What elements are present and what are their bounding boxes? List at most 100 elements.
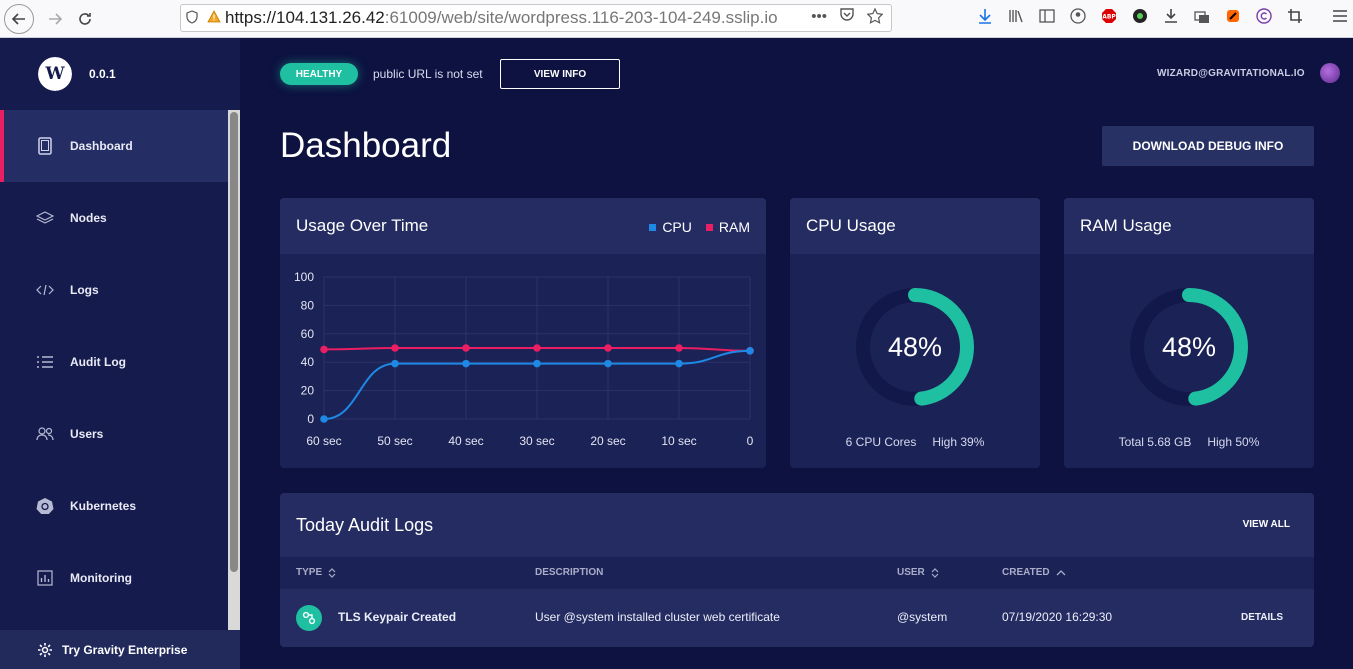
row-user: @system xyxy=(897,610,948,624)
ram-percent: 48% xyxy=(1161,331,1217,362)
address-bar[interactable]: https://104.131.26.42:61009/web/site/wor… xyxy=(180,4,892,32)
app-version: 0.0.1 xyxy=(89,67,116,81)
x-tick-label: 30 sec xyxy=(519,434,554,448)
sidebar-item-label: Users xyxy=(70,427,104,441)
legend-ram: RAM xyxy=(705,219,750,235)
sidebar-item-audit-log[interactable]: Audit Log xyxy=(0,326,240,398)
sidebar-item-nodes[interactable]: Nodes xyxy=(0,182,240,254)
ram-card-title: RAM Usage xyxy=(1064,198,1314,254)
table-row: TLS Keypair Created User @system install… xyxy=(280,589,1314,647)
audit-table-header: TYPE DESCRIPTION USER CREATED xyxy=(280,557,1314,589)
ram-data-point xyxy=(604,344,612,352)
sidebar-item-users[interactable]: Users xyxy=(0,398,240,470)
x-tick-label: 60 sec xyxy=(306,434,341,448)
column-type[interactable]: TYPE xyxy=(296,567,336,578)
legend-cpu: CPU xyxy=(649,219,692,235)
column-description-label: DESCRIPTION xyxy=(535,567,604,578)
avatar[interactable] xyxy=(1320,63,1340,83)
menu-icon[interactable] xyxy=(1330,6,1350,26)
scrollbar-thumb[interactable] xyxy=(230,112,238,572)
link-extension-icon[interactable] xyxy=(1223,6,1243,26)
account-icon[interactable] xyxy=(1068,6,1088,26)
shield-icon[interactable] xyxy=(181,9,203,27)
cpu-data-point xyxy=(675,359,683,368)
legend-cpu-swatch xyxy=(649,223,657,231)
column-created[interactable]: CREATED xyxy=(1002,567,1066,578)
forward-button[interactable] xyxy=(40,4,70,34)
list-icon xyxy=(36,353,54,371)
status-badge: HEALTHY xyxy=(280,63,358,85)
svg-text:ABP: ABP xyxy=(1102,14,1116,21)
browser-toolbar: https://104.131.26.42:61009/web/site/wor… xyxy=(0,0,1353,38)
sort-icon xyxy=(931,567,939,578)
extension-globe-icon[interactable] xyxy=(1130,6,1150,26)
details-link[interactable]: DETAILS xyxy=(1241,612,1284,623)
cpu-data-point xyxy=(462,359,470,368)
download-icon[interactable] xyxy=(975,6,995,26)
column-created-label: CREATED xyxy=(1002,567,1050,578)
column-type-label: TYPE xyxy=(296,567,323,578)
ram-gauge: 48% xyxy=(1128,286,1250,408)
sidebar-item-kubernetes[interactable]: Kubernetes xyxy=(0,470,240,542)
url-path: :61009/web/site/wordpress.116-203-104-24… xyxy=(384,8,778,27)
sidebar-item-label: Audit Log xyxy=(70,355,126,369)
tablet-icon xyxy=(36,137,54,155)
ram-data-point xyxy=(533,344,541,352)
cpu-data-point xyxy=(746,347,754,355)
reload-button[interactable] xyxy=(70,4,100,34)
ram-data-point xyxy=(462,344,470,352)
ram-total: Total 5.68 GB xyxy=(1118,435,1192,449)
sidebar-item-label: Kubernetes xyxy=(70,499,137,513)
y-tick-label: 20 xyxy=(301,384,315,398)
audit-header: Today Audit Logs VIEW ALL xyxy=(280,493,1314,557)
cpu-data-point xyxy=(604,359,612,368)
sidebar-item-label: Logs xyxy=(70,283,99,297)
page-actions-icon[interactable]: ••• xyxy=(811,8,827,25)
x-tick-label: 50 sec xyxy=(377,434,412,448)
bookmark-star-icon[interactable] xyxy=(866,7,884,28)
sidebar-item-dashboard[interactable]: Dashboard xyxy=(0,110,240,182)
sort-icon xyxy=(328,567,336,578)
sidebar-item-label: Dashboard xyxy=(70,139,133,153)
x-tick-label: 10 sec xyxy=(661,434,696,448)
sidebar-header: W 0.0.1 xyxy=(0,38,240,110)
wordpress-logo-icon: W xyxy=(36,55,74,93)
crop-icon[interactable] xyxy=(1285,6,1305,26)
usage-line-chart: 100 80 60 40 20 0 60 sec 50 sec 40 sec 30 sec 20 s… xyxy=(294,270,754,448)
cpu-gauge: 48% xyxy=(854,286,976,408)
sidebar-item-monitoring[interactable]: Monitoring xyxy=(0,542,240,614)
y-tick-label: 60 xyxy=(301,327,315,341)
x-tick-label: 0 xyxy=(747,434,754,448)
sidebar-toggle-icon[interactable] xyxy=(1037,6,1057,26)
ram-high: High 50% xyxy=(1207,435,1260,449)
row-type: TLS Keypair Created xyxy=(338,610,457,624)
bar-chart-icon xyxy=(36,569,54,587)
download-debug-button[interactable]: DOWNLOAD DEBUG INFO xyxy=(1102,126,1314,166)
users-icon xyxy=(36,425,54,443)
column-user-label: USER xyxy=(897,567,925,578)
cpu-cores: 6 CPU Cores xyxy=(845,435,917,449)
back-button[interactable] xyxy=(4,3,34,34)
view-info-button[interactable]: VIEW INFO xyxy=(500,59,620,89)
adblock-icon[interactable]: ABP xyxy=(1099,6,1119,26)
chart-legend: CPU RAM xyxy=(643,219,750,235)
code-icon xyxy=(36,281,54,299)
pocket-icon[interactable] xyxy=(839,8,855,28)
cpu-data-point xyxy=(533,359,541,368)
x-tick-label: 40 sec xyxy=(448,434,483,448)
download-extension-icon[interactable] xyxy=(1161,6,1181,26)
y-tick-label: 100 xyxy=(294,270,314,284)
view-all-link[interactable]: VIEW ALL xyxy=(1242,519,1290,530)
copyright-icon[interactable] xyxy=(1254,6,1274,26)
screenshot-icon[interactable] xyxy=(1192,6,1212,26)
try-enterprise-link[interactable]: Try Gravity Enterprise xyxy=(0,630,240,669)
cpu-percent: 48% xyxy=(887,331,943,362)
column-user[interactable]: USER xyxy=(897,567,939,578)
insecure-lock-icon[interactable] xyxy=(203,10,225,26)
audit-title: Today Audit Logs xyxy=(296,514,434,535)
user-email-menu[interactable]: WIZARD@GRAVITATIONAL.IO xyxy=(1157,68,1305,79)
sidebar-item-logs[interactable]: Logs xyxy=(0,254,240,326)
sidebar-scrollbar[interactable] xyxy=(228,110,240,630)
y-tick-label: 0 xyxy=(307,412,314,426)
library-icon[interactable] xyxy=(1006,6,1026,26)
